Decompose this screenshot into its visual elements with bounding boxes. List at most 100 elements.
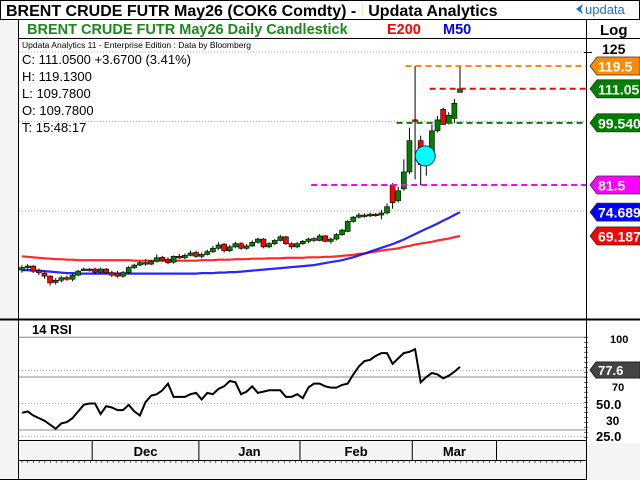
candle — [148, 260, 154, 266]
candle — [36, 268, 42, 276]
candle-body — [210, 247, 216, 252]
candle-body — [316, 235, 323, 241]
candle-body — [36, 270, 42, 273]
candle-body — [148, 260, 154, 265]
candle-body — [187, 252, 194, 256]
month-label: Feb — [345, 444, 368, 459]
rsi-tick-100: 100 — [610, 334, 628, 346]
legend-e200[interactable]: E200 — [387, 22, 421, 38]
candle — [92, 267, 98, 275]
candle-body — [401, 171, 407, 190]
candle — [412, 65, 418, 180]
legend-m50[interactable]: M50 — [443, 22, 471, 38]
candle-body — [277, 236, 284, 241]
candle-body — [170, 256, 177, 263]
time-readout: T: 15:48:17 — [22, 120, 86, 135]
candle — [215, 242, 222, 250]
price-tag: 119.5 — [589, 56, 640, 76]
price-tag-label: 119.5 — [598, 58, 632, 74]
candle-body — [193, 252, 199, 257]
candle-body — [226, 246, 233, 251]
candle — [120, 271, 126, 278]
candle — [182, 253, 188, 260]
candle-body — [215, 244, 222, 249]
candle-body — [440, 108, 446, 125]
candle-body — [24, 265, 31, 268]
candle-body — [47, 275, 53, 284]
updata-logo: updata — [585, 2, 626, 17]
candle — [277, 235, 284, 242]
candle-body — [165, 258, 171, 263]
rsi-tick-25: 25.0 — [596, 429, 621, 444]
price-panel[interactable] — [19, 51, 586, 286]
price-tag-label: 81.5 — [598, 178, 625, 194]
candle-body — [19, 267, 25, 271]
candle — [75, 270, 81, 277]
price-tag: 81.5 — [589, 175, 640, 195]
candle — [24, 264, 31, 271]
candle — [114, 271, 121, 278]
series-e200-line — [21, 234, 461, 262]
candle-body — [52, 279, 59, 283]
candle — [356, 212, 362, 219]
candle-body — [255, 238, 261, 243]
candle — [350, 215, 357, 223]
candle-body — [249, 241, 256, 247]
candle — [451, 98, 458, 123]
candle — [125, 266, 132, 275]
candle — [221, 243, 227, 253]
price-tag-label: 74.689 — [598, 205, 640, 221]
x-axis: Dec Jan Feb Mar — [21, 441, 581, 463]
candle-body — [384, 206, 390, 214]
candle-body — [80, 268, 87, 271]
candle-body — [232, 243, 239, 248]
candle — [193, 250, 199, 258]
candle-body — [356, 214, 362, 218]
candle-body — [125, 267, 132, 273]
rsi-panel[interactable] — [19, 336, 588, 438]
candle — [305, 237, 312, 244]
candle — [372, 212, 379, 217]
candle — [434, 115, 441, 133]
candle-body — [283, 236, 289, 244]
edition-text: Updata Analytics 11 - Enterprise Edition… — [22, 40, 251, 50]
signal-marker — [414, 145, 436, 167]
candle — [210, 245, 216, 253]
candle-body — [97, 268, 104, 273]
candle — [153, 254, 160, 263]
candle — [361, 213, 368, 218]
candle — [69, 273, 76, 282]
low-readout: L: 109.7800 — [22, 86, 91, 101]
candle-body — [92, 268, 98, 273]
candle-body — [69, 274, 76, 280]
candle — [187, 250, 194, 257]
candle — [328, 237, 334, 244]
price-tag: 74.689 — [589, 202, 640, 222]
price-tag: 111.05 — [589, 79, 640, 99]
candle-body — [344, 221, 351, 232]
candle-body — [182, 255, 188, 259]
log-scale-toggle[interactable]: Log — [600, 22, 628, 39]
candle — [311, 237, 317, 242]
candle — [401, 159, 407, 191]
candle — [367, 212, 373, 218]
candle — [440, 107, 446, 125]
candle-body — [75, 270, 81, 276]
candle — [322, 235, 329, 243]
candle — [226, 245, 233, 253]
candle-body — [333, 234, 340, 240]
candle — [198, 252, 205, 259]
candle-body — [86, 268, 93, 271]
price-tag: 69.187 — [589, 226, 640, 246]
candle — [170, 255, 177, 264]
candle — [204, 249, 211, 256]
candle-body — [131, 264, 138, 268]
candle — [389, 183, 396, 209]
candle-body — [114, 272, 121, 277]
rsi-line — [21, 347, 461, 430]
updata-logo-icon — [576, 4, 583, 14]
candle — [142, 259, 149, 266]
price-tag-label: 99.540 — [598, 115, 640, 131]
candle-body — [64, 277, 70, 280]
